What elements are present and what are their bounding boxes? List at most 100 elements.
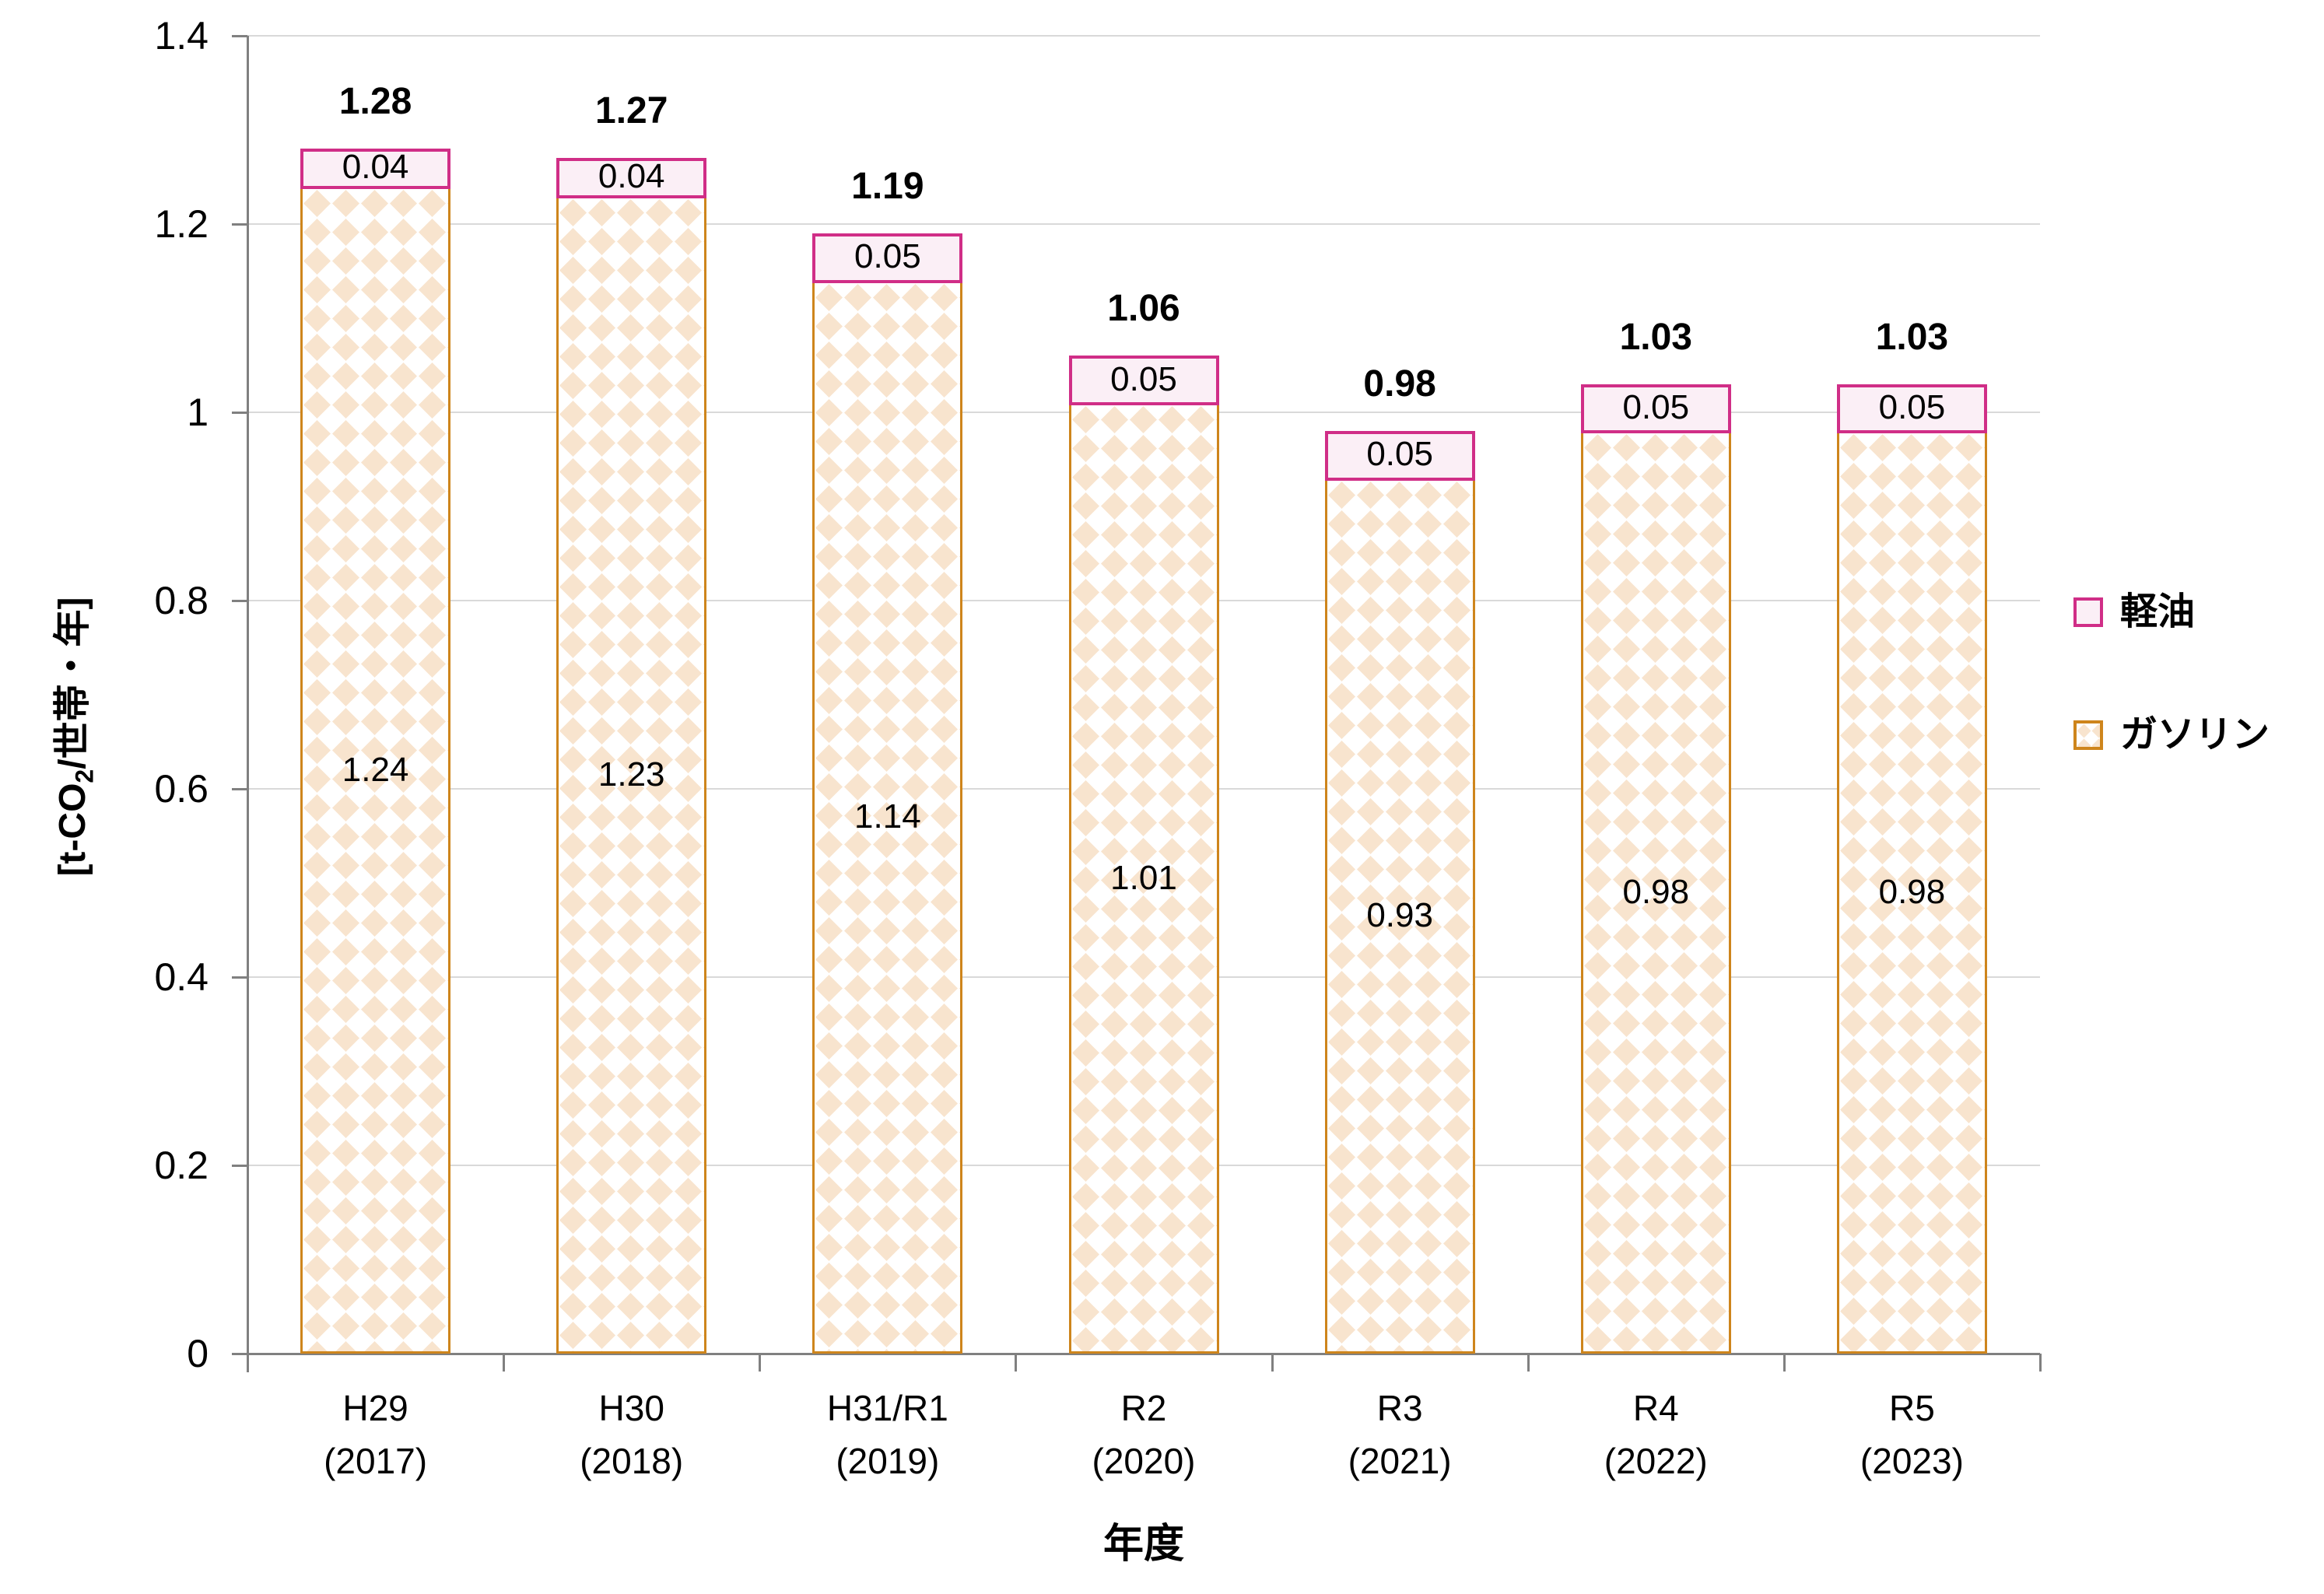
category-label-era: R5: [1889, 1388, 1935, 1428]
y-tick: [232, 788, 247, 790]
gasoline-value-label: 0.93: [1366, 896, 1433, 935]
total-value-label: 1.19: [851, 166, 924, 208]
total-value-label: 1.03: [1875, 316, 1949, 358]
total-value-label: 1.06: [1107, 288, 1180, 330]
category-label-year: (2019): [836, 1441, 940, 1481]
y-tick: [232, 412, 247, 414]
category-label-era: R3: [1376, 1388, 1423, 1428]
y-tick-label: 0.2: [154, 1144, 209, 1187]
diesel-value-label: 0.05: [1878, 387, 1946, 426]
bar-gasoline-segment: [1836, 431, 1987, 1354]
legend-item-diesel: 軽油: [2073, 591, 2195, 633]
legend-label-diesel: 軽油: [2120, 591, 2196, 632]
x-axis-line: [247, 1353, 2040, 1355]
gasoline-value-label: 1.23: [598, 755, 665, 793]
gasoline-pattern-fill: [303, 188, 449, 1351]
y-tick: [232, 600, 247, 602]
diesel-value-label: 0.05: [854, 237, 921, 276]
y-tick-label: 1.2: [154, 202, 209, 246]
category-label-year: (2018): [580, 1441, 684, 1481]
gasoline-pattern-fill: [1839, 433, 1985, 1351]
gridline: [247, 223, 2040, 225]
category-label: H31/R1 (2019): [759, 1382, 1015, 1487]
category-label-year: (2017): [324, 1441, 428, 1481]
category-label-year: (2023): [1860, 1441, 1964, 1481]
category-label: R5 (2023): [1784, 1382, 2040, 1487]
total-value-label: 1.27: [595, 90, 668, 132]
bar-diesel-segment: [1580, 384, 1731, 434]
diesel-value-label: 0.04: [342, 148, 409, 187]
x-tick: [1782, 1354, 1786, 1372]
diesel-value-label: 0.04: [598, 157, 665, 196]
category-label-year: (2020): [1092, 1441, 1196, 1481]
gasoline-value-label: 1.24: [342, 750, 409, 789]
category-label-year: (2022): [1604, 1441, 1708, 1481]
gasoline-swatch-pattern: [2077, 723, 2100, 747]
gasoline-pattern-fill: [559, 198, 705, 1351]
category-label: H30 (2018): [503, 1382, 759, 1487]
bar-gasoline-segment: [1580, 431, 1731, 1354]
category-label-era: H30: [598, 1388, 664, 1428]
bar-gasoline-segment: [1068, 402, 1219, 1354]
bar-gasoline-segment: [812, 280, 963, 1354]
category-label: R2 (2020): [1015, 1382, 1271, 1487]
gasoline-pattern-fill: [815, 282, 961, 1351]
total-value-label: 1.28: [338, 81, 412, 123]
bar-gasoline-segment: [300, 186, 451, 1354]
bar-diesel-segment: [300, 149, 451, 189]
x-tick: [503, 1354, 506, 1372]
category-label: R4 (2022): [1528, 1382, 1784, 1487]
diesel-swatch: [2073, 597, 2103, 627]
y-tick: [232, 35, 247, 37]
bar-diesel-segment: [556, 158, 707, 198]
x-axis-title: 年度: [1102, 1522, 1184, 1567]
gasoline-pattern-fill: [1583, 433, 1729, 1351]
gasoline-pattern-fill: [1071, 405, 1217, 1351]
total-value-label: 1.03: [1619, 316, 1692, 358]
gasoline-pattern-fill: [1327, 480, 1473, 1351]
x-tick: [1527, 1354, 1530, 1372]
gasoline-value-label: 1.14: [854, 797, 921, 836]
diesel-value-label: 0.05: [1366, 435, 1433, 474]
x-tick: [2039, 1354, 2042, 1372]
bar-diesel-segment: [812, 233, 963, 283]
gasoline-swatch: [2073, 720, 2103, 750]
diesel-value-label: 0.05: [1622, 387, 1690, 426]
legend-item-gasoline: ガソリン: [2073, 714, 2270, 756]
y-tick-label: 1: [187, 391, 209, 434]
x-tick: [1015, 1354, 1018, 1372]
bar-diesel-segment: [1324, 431, 1475, 481]
y-tick-label: 0.8: [154, 579, 209, 622]
legend-label-gasoline: ガソリン: [2120, 714, 2270, 755]
x-tick: [1271, 1354, 1274, 1372]
bar-gasoline-segment: [556, 195, 707, 1354]
gridline: [247, 35, 2040, 37]
diesel-value-label: 0.05: [1110, 359, 1177, 398]
category-label: H29 (2017): [247, 1382, 503, 1487]
category-label-era: R4: [1632, 1388, 1679, 1428]
y-tick: [232, 1165, 247, 1167]
y-tick: [232, 1353, 247, 1355]
bar-gasoline-segment: [1324, 478, 1475, 1354]
category-label-era: H29: [342, 1388, 408, 1428]
gasoline-value-label: 1.01: [1110, 858, 1177, 897]
y-axis-title: [t-CO2/世帯・年]: [41, 464, 99, 1009]
gasoline-value-label: 0.98: [1878, 873, 1946, 912]
y-axis-line: [247, 36, 249, 1372]
bar-diesel-segment: [1836, 384, 1987, 434]
bar-diesel-segment: [1068, 356, 1219, 405]
y-tick: [232, 223, 247, 226]
x-tick: [759, 1354, 762, 1372]
y-tick-label: 1.4: [154, 14, 209, 58]
category-label-era: R2: [1120, 1388, 1167, 1428]
y-tick: [232, 976, 247, 979]
category-label-era: H31/R1: [826, 1388, 948, 1428]
total-value-label: 0.98: [1363, 363, 1436, 405]
category-label-year: (2021): [1348, 1441, 1452, 1481]
x-tick: [247, 1354, 249, 1372]
y-tick-label: 0: [187, 1332, 209, 1375]
category-label: R3 (2021): [1272, 1382, 1528, 1487]
y-tick-label: 0.6: [154, 767, 209, 811]
